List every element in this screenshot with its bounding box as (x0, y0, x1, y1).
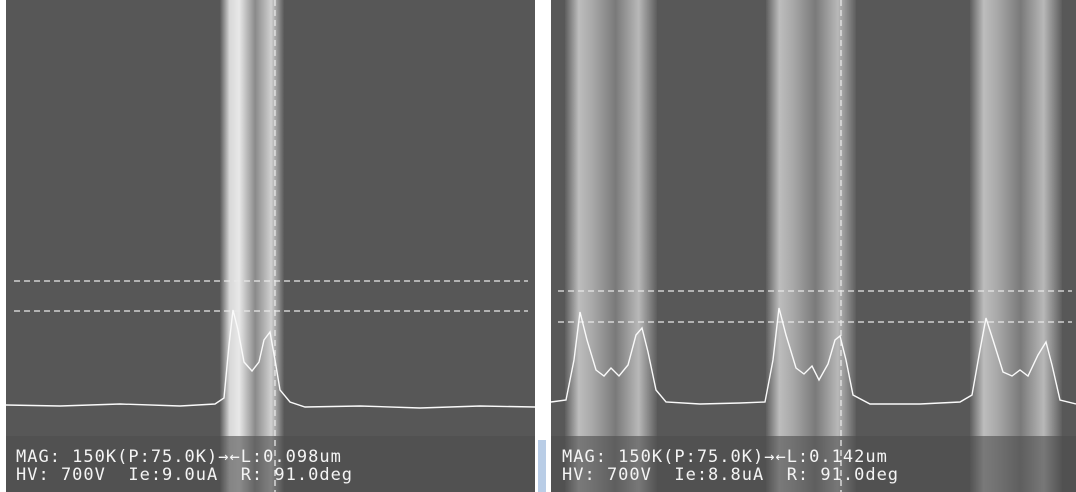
overlay-text: HV: 700V Ie:8.8uA R: 91.0deg (562, 465, 899, 485)
overlay-text: HV: 700V Ie:9.0uA R: 91.0deg (16, 465, 353, 485)
sem-panel-right: MAG: 150K(P:75.0K)→←L:0.142um HV: 700V I… (550, 0, 1076, 492)
overlay-text: MAG: 150K(P:75.0K)→←L:0.098um (16, 447, 342, 467)
overlay-text: MAG: 150K(P:75.0K)→←L:0.142um (562, 447, 888, 467)
gap-accent (538, 440, 546, 492)
sem-panel-left: MAG: 150K(P:75.0K)→←L:0.098um HV: 700V I… (5, 0, 536, 492)
